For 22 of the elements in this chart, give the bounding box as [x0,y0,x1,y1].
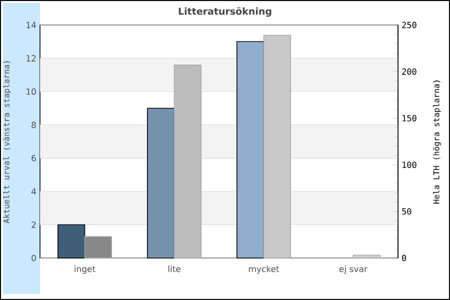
y-tick-label: 6 [32,154,36,162]
x-tick-label: ej svar [339,266,368,274]
y2-tick-label: 100 [402,162,416,168]
y-tick-label: 14 [26,22,36,28]
y2-tick-label: 250 [402,22,416,28]
y-tick-label: 0 [32,254,36,262]
y-tick-label: 12 [26,55,36,62]
y-tick-label: 8 [32,122,36,128]
x-tick-label: inget [74,266,96,274]
x-tick-label: mycket [248,266,280,274]
y-tick-label: 2 [32,222,36,228]
y2-tick-label: 50 [402,208,412,215]
chart-title: Litteratursökning [178,7,272,17]
y2-tick-label: 0 [402,254,406,262]
y-tick-label: 10 [26,88,36,95]
y2-tick-label: 200 [402,68,416,75]
x-tick-label: lite [168,266,180,272]
y-axis-title: Aktuellt urval (vänstra staplarna) [3,61,11,224]
y2-tick-label: 150 [402,114,416,122]
y2-axis-title: Hela LTH (högra staplarna) [433,80,441,204]
bar [352,254,380,258]
y-tick-label: 4 [31,188,36,195]
